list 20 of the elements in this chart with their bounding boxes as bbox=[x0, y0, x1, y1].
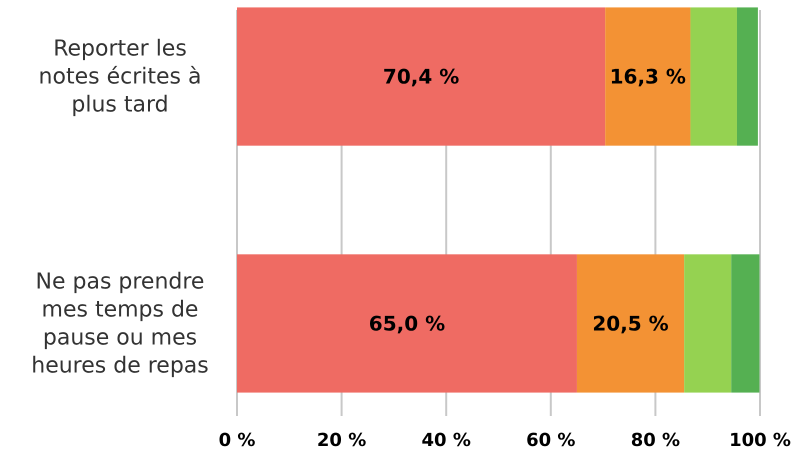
bar bbox=[736, 7, 758, 146]
y-tick-label: Ne pas prendre mes temps de pause ou mes heures de repas bbox=[31, 268, 209, 378]
x-tick-label: 100 % bbox=[729, 430, 791, 449]
bar bbox=[237, 7, 606, 146]
x-tick-label: 80 % bbox=[630, 430, 680, 449]
bar bbox=[690, 7, 737, 146]
data-label: 20,5 % bbox=[592, 311, 669, 336]
y-tick-label: Reporter les notes écrites à plus tard bbox=[38, 36, 202, 118]
bar bbox=[605, 7, 690, 146]
bar bbox=[237, 254, 577, 393]
bar bbox=[576, 254, 684, 393]
x-tick-label: 20 % bbox=[316, 430, 366, 449]
x-tick-label: 40 % bbox=[422, 430, 471, 449]
data-label: 70,4 % bbox=[382, 64, 460, 89]
bar bbox=[684, 254, 732, 393]
x-tick-label: 60 % bbox=[526, 430, 576, 449]
x-tick-label: 0 % bbox=[218, 430, 256, 449]
bar bbox=[731, 254, 760, 393]
data-label: 65,0 % bbox=[368, 311, 446, 336]
data-label: 16,3 % bbox=[610, 64, 686, 89]
